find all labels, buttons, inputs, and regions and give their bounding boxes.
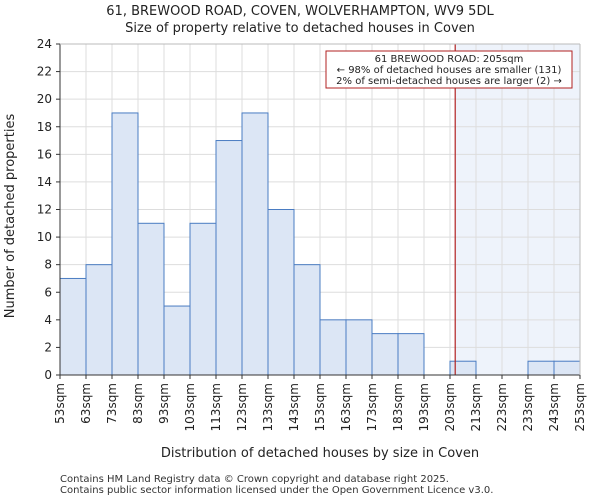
histogram-bar	[111, 112, 139, 376]
histogram-bar	[553, 360, 581, 376]
histogram-bar	[215, 140, 243, 376]
y-tick-label: 4	[44, 313, 52, 327]
x-tick-label: 103sqm	[183, 383, 197, 431]
x-tick-label: 173sqm	[365, 383, 379, 431]
x-tick-label: 93sqm	[157, 383, 171, 424]
histogram-bar	[189, 222, 217, 376]
y-tick-label: 2	[44, 340, 52, 354]
histogram-bar	[163, 305, 191, 376]
annotation-box	[325, 50, 573, 89]
x-tick-label: 183sqm	[391, 383, 405, 431]
histogram-bar	[397, 333, 425, 376]
x-tick-label: 203sqm	[443, 383, 457, 431]
y-tick-label: 8	[44, 258, 52, 272]
x-tick-label: 163sqm	[339, 383, 353, 431]
histogram-bar	[59, 277, 87, 376]
y-tick-label: 16	[37, 147, 52, 161]
histogram-bar	[319, 319, 347, 376]
x-tick-label: 223sqm	[495, 383, 509, 431]
footer-licence: Contains public sector information licen…	[60, 485, 494, 496]
histogram-bar	[85, 264, 113, 376]
y-tick-label: 0	[44, 368, 52, 382]
histogram-bar	[527, 360, 555, 376]
x-tick-label: 243sqm	[547, 383, 561, 431]
y-tick-label: 24	[37, 37, 52, 51]
y-tick-label: 18	[37, 120, 52, 134]
x-axis-label: Distribution of detached houses by size …	[161, 446, 479, 461]
y-axis-label: Number of detached properties	[3, 114, 18, 319]
y-tick-label: 10	[37, 230, 52, 244]
x-tick-label: 83sqm	[131, 383, 145, 424]
x-tick-label: 73sqm	[105, 383, 119, 424]
annotation-larger: 2% of semi-detached houses are larger (2…	[336, 76, 562, 87]
y-tick-label: 6	[44, 285, 52, 299]
x-tick-label: 53sqm	[53, 383, 67, 424]
x-tick-label: 213sqm	[469, 383, 483, 431]
y-tick-label: 14	[37, 175, 52, 189]
annotation-smaller: ← 98% of detached houses are smaller (13…	[337, 65, 562, 76]
histogram-bar	[345, 319, 373, 376]
x-tick-label: 143sqm	[287, 383, 301, 431]
x-tick-label: 233sqm	[521, 383, 535, 431]
annotation-title: 61 BREWOOD ROAD: 205sqm	[375, 54, 524, 65]
x-tick-label: 123sqm	[235, 383, 249, 431]
x-tick-label: 153sqm	[313, 383, 327, 431]
histogram-bar	[293, 264, 321, 376]
x-tick-label: 63sqm	[79, 383, 93, 424]
y-tick-label: 20	[37, 92, 52, 106]
y-tick-label: 22	[37, 65, 52, 79]
x-tick-label: 253sqm	[573, 383, 587, 431]
x-tick-label: 193sqm	[417, 383, 431, 431]
chart-subtitle: Size of property relative to detached ho…	[125, 21, 475, 36]
footer-copyright: Contains HM Land Registry data © Crown c…	[60, 474, 449, 485]
x-tick-label: 113sqm	[209, 383, 223, 431]
histogram-bar	[371, 333, 399, 376]
histogram-bar	[137, 222, 165, 376]
histogram-bar	[267, 209, 295, 376]
histogram-bar	[449, 360, 477, 376]
y-tick-label: 12	[37, 203, 52, 217]
histogram-bar	[241, 112, 269, 376]
x-tick-label: 133sqm	[261, 383, 275, 431]
chart-title: 61, BREWOOD ROAD, COVEN, WOLVERHAMPTON, …	[106, 4, 494, 19]
